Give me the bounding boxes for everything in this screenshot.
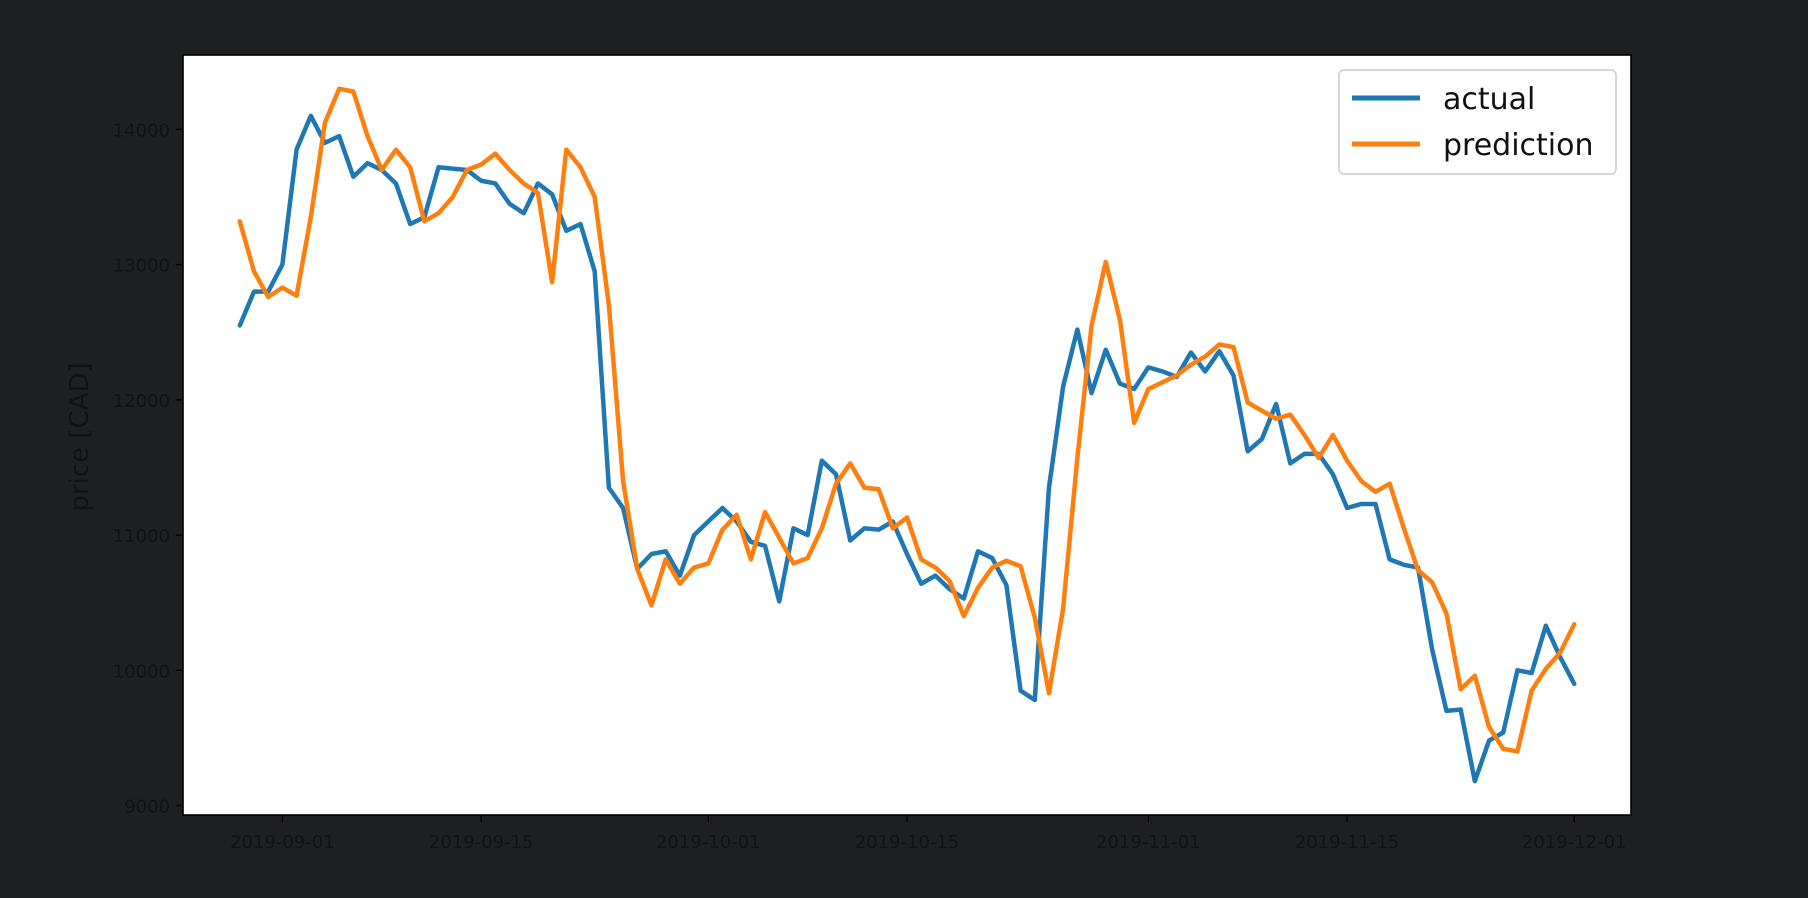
plot-area-frame <box>182 54 1632 816</box>
x-tick-label: 2019-11-15 <box>1295 832 1400 853</box>
x-tick-label: 2019-12-01 <box>1522 832 1627 853</box>
plot-area <box>183 55 1631 815</box>
x-axis: 2019-09-01 2019-09-15 2019-10-01 2019-10-15… <box>230 815 1627 853</box>
x-tick-label: 2019-09-15 <box>429 832 534 853</box>
series-line-prediction <box>237 86 1577 754</box>
series-line-actual <box>237 113 1577 784</box>
x-tick-label: 2019-10-15 <box>855 832 960 853</box>
x-tick-label: 2019-10-01 <box>656 832 761 853</box>
y-tick-label: 12000 <box>113 391 170 412</box>
y-tick-label: 14000 <box>113 120 170 141</box>
y-tick-label: 13000 <box>113 256 170 277</box>
y-tick-label: 10000 <box>113 661 170 682</box>
y-axis: 9000 10000 11000 12000 13000 14000 <box>113 120 183 818</box>
legend-label-prediction: prediction <box>1443 128 1594 163</box>
y-tick-label: 11000 <box>113 526 170 547</box>
y-axis-label: price [CAD] <box>65 362 95 511</box>
x-tick-label: 2019-09-01 <box>230 832 335 853</box>
legend-label-actual: actual <box>1443 82 1535 117</box>
y-tick-label: 9000 <box>124 797 170 818</box>
x-tick-label: 2019-11-01 <box>1096 832 1201 853</box>
series-layer <box>237 86 1577 784</box>
legend: actual prediction <box>1338 69 1617 175</box>
